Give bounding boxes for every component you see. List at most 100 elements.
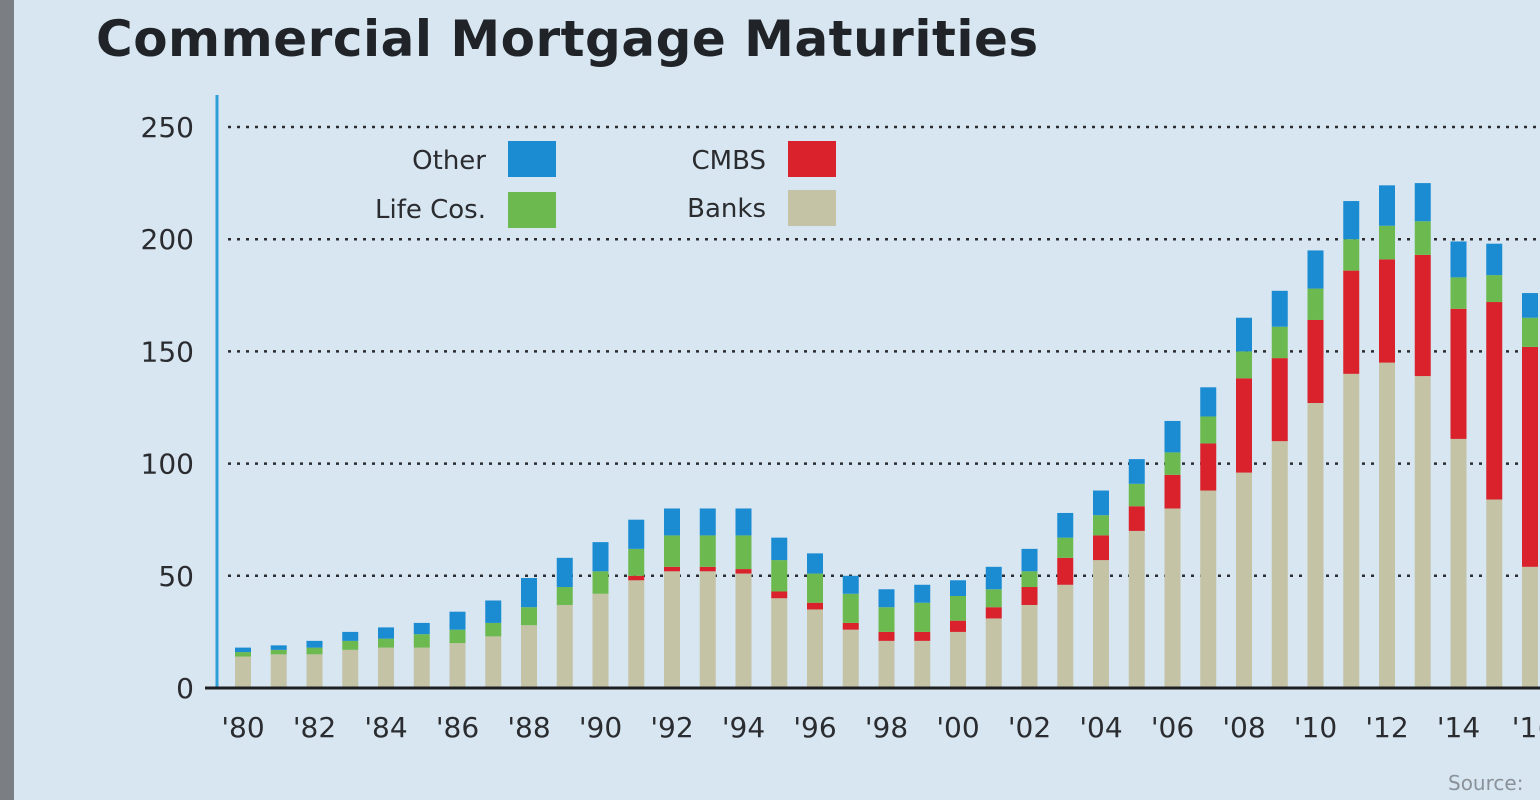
bar-banks-03 bbox=[1057, 584, 1074, 688]
bar-other-81 bbox=[270, 645, 287, 650]
bar-life-cos-11 bbox=[1343, 239, 1360, 271]
bar-banks-14 bbox=[1450, 438, 1467, 688]
bar-cmbs-11 bbox=[1343, 270, 1360, 374]
y-tick-50: 50 bbox=[158, 560, 194, 593]
bar-life-cos-83 bbox=[342, 640, 359, 650]
bar-cmbs-94 bbox=[735, 569, 752, 574]
bar-cmbs-05 bbox=[1128, 506, 1145, 531]
bar-banks-13 bbox=[1414, 376, 1431, 688]
bar-banks-96 bbox=[807, 609, 823, 688]
bar-banks-80 bbox=[235, 656, 251, 688]
x-tick-label: '80 bbox=[221, 711, 264, 744]
bar-life-cos-93 bbox=[699, 535, 716, 567]
chart-title: Commercial Mortgage Maturities bbox=[96, 10, 1039, 68]
bar-life-cos-88 bbox=[521, 607, 537, 626]
bar-other-94 bbox=[735, 508, 752, 536]
x-tick-labels: '80 '82 '84 '86 '88 '90 '92 '94 '96 '98 '00 '02 '04 '… bbox=[221, 711, 1540, 744]
x-tick-label: '06 bbox=[1151, 711, 1194, 744]
bar-cmbs-15 bbox=[1486, 302, 1503, 500]
bar-other-11 bbox=[1343, 201, 1360, 240]
legend-swatch-cmbs bbox=[788, 141, 836, 177]
bar-other-80 bbox=[235, 647, 251, 653]
bar-life-cos-13 bbox=[1414, 221, 1431, 255]
bar-banks-89 bbox=[556, 604, 573, 688]
bar-cmbs-06 bbox=[1164, 474, 1181, 509]
bar-life-cos-09 bbox=[1271, 326, 1288, 359]
x-tick-label: '1( bbox=[1512, 711, 1540, 744]
bar-cmbs-09 bbox=[1271, 358, 1288, 442]
bar-banks-16 bbox=[1522, 566, 1538, 688]
bar-life-cos-06 bbox=[1164, 452, 1181, 475]
bar-banks-87 bbox=[485, 636, 502, 688]
bar-life-cos-16 bbox=[1522, 317, 1538, 347]
bar-banks-99 bbox=[914, 640, 931, 688]
bar-life-cos-87 bbox=[485, 622, 502, 637]
x-tick-label: '94 bbox=[722, 711, 765, 744]
bar-other-05 bbox=[1128, 459, 1145, 484]
bar-life-cos-04 bbox=[1093, 515, 1109, 536]
x-tick-label: '14 bbox=[1437, 711, 1480, 744]
bar-cmbs-00 bbox=[950, 620, 966, 632]
x-tick-label: '04 bbox=[1079, 711, 1122, 744]
bar-banks-91 bbox=[628, 580, 645, 688]
y-tick-labels: 0 50 100 150 200 250 bbox=[141, 111, 194, 705]
bar-life-cos-94 bbox=[735, 535, 752, 570]
bar-banks-08 bbox=[1236, 472, 1252, 688]
bar-life-cos-03 bbox=[1057, 537, 1074, 558]
x-tick-label: '02 bbox=[1008, 711, 1051, 744]
bar-cmbs-14 bbox=[1450, 308, 1467, 439]
bar-other-95 bbox=[771, 537, 788, 561]
bar-other-10 bbox=[1307, 250, 1324, 289]
bar-cmbs-96 bbox=[807, 602, 823, 610]
bar-life-cos-86 bbox=[449, 629, 466, 644]
bar-other-13 bbox=[1414, 183, 1431, 222]
bar-cmbs-99 bbox=[914, 631, 931, 641]
legend-swatch-life-cos bbox=[508, 192, 556, 228]
x-tick-label: '08 bbox=[1222, 711, 1265, 744]
bar-banks-09 bbox=[1271, 441, 1288, 688]
bar-life-cos-07 bbox=[1200, 416, 1217, 444]
x-tick-label: '92 bbox=[650, 711, 693, 744]
legend-label-other: Other bbox=[412, 146, 486, 176]
x-tick-label: '00 bbox=[936, 711, 979, 744]
bar-banks-12 bbox=[1379, 362, 1395, 688]
bar-life-cos-02 bbox=[1021, 571, 1038, 588]
bar-other-96 bbox=[807, 553, 823, 574]
bar-banks-90 bbox=[592, 593, 609, 688]
bar-banks-94 bbox=[735, 573, 752, 688]
bar-cmbs-95 bbox=[771, 591, 788, 599]
bar-banks-15 bbox=[1486, 499, 1503, 688]
bar-banks-98 bbox=[878, 640, 895, 688]
bar-life-cos-89 bbox=[556, 587, 573, 605]
bar-other-15 bbox=[1486, 243, 1503, 276]
bar-life-cos-10 bbox=[1307, 288, 1324, 320]
gridlines bbox=[228, 125, 1540, 578]
bar-life-cos-98 bbox=[878, 607, 895, 632]
bar-banks-93 bbox=[699, 571, 716, 688]
bar-banks-02 bbox=[1021, 604, 1038, 688]
bar-other-89 bbox=[556, 557, 573, 588]
bar-banks-06 bbox=[1164, 508, 1181, 688]
bar-life-cos-92 bbox=[664, 535, 680, 567]
legend-label-cmbs: CMBS bbox=[692, 146, 766, 176]
bar-cmbs-08 bbox=[1236, 378, 1252, 473]
bar-other-09 bbox=[1271, 290, 1288, 327]
bar-banks-10 bbox=[1307, 403, 1324, 688]
bar-banks-95 bbox=[771, 598, 788, 688]
bar-life-cos-95 bbox=[771, 560, 788, 592]
y-tick-250: 250 bbox=[141, 111, 194, 144]
x-tick-label: '96 bbox=[793, 711, 836, 744]
bar-banks-83 bbox=[342, 649, 359, 688]
y-tick-200: 200 bbox=[141, 223, 194, 256]
bar-other-98 bbox=[878, 589, 895, 608]
bar-banks-86 bbox=[449, 643, 466, 688]
bar-cmbs-02 bbox=[1021, 587, 1038, 605]
bar-other-14 bbox=[1450, 241, 1467, 278]
bar-life-cos-99 bbox=[914, 602, 931, 632]
y-tick-0: 0 bbox=[176, 672, 194, 705]
bar-other-85 bbox=[413, 622, 430, 635]
bar-other-97 bbox=[842, 575, 859, 594]
x-tick-label: '90 bbox=[579, 711, 622, 744]
bar-cmbs-98 bbox=[878, 631, 895, 641]
bar-life-cos-05 bbox=[1128, 483, 1145, 507]
